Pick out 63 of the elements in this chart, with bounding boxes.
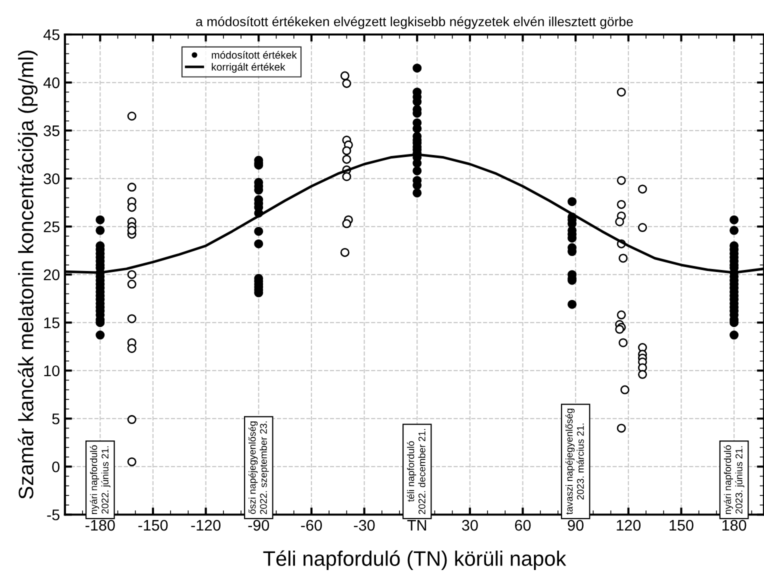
x-tick-label: 180 [722,520,746,531]
x-tick-label: 120 [616,520,641,531]
y-tick-label: 20 [44,269,60,280]
point [340,248,350,257]
y-tick-label: 40 [43,77,60,88]
point [342,154,352,164]
point [620,385,630,394]
point [616,200,626,209]
point [618,254,628,263]
point [127,226,136,235]
y-tick-label: 15 [44,318,60,328]
point [342,172,352,182]
point [618,338,628,348]
y-tick-label: -5 [47,510,60,520]
annotation: őszi napéjegyenlőség 2022. szeptember 23. [248,421,269,514]
y-tick-label: 45 [43,30,60,40]
x-tick-label: -180 [86,520,115,531]
y-axis-title: Szamár kancák melatonin koncentrációja (pg/ml) [18,50,38,499]
point [127,270,136,280]
annotation: tavaszi napéjegyenlőség 2023. március 21. [565,408,584,514]
point [127,457,136,466]
point [127,415,136,424]
point [127,314,136,324]
point [615,217,624,226]
point [638,223,647,232]
x-tick-label: -60 [301,520,322,531]
x-tick-label: 30 [462,520,478,531]
annotation: téli napforduló 2022. december 21. [406,429,426,514]
point [127,182,136,192]
x-tick-label: TN [407,520,426,531]
point [127,202,136,212]
legend-label: korrigált értékek [212,62,286,73]
point [127,112,136,121]
annotation: nyári napforduló 2022. június 21. [90,445,110,514]
point [127,344,136,353]
y-tick-label: 35 [44,125,60,136]
x-tick-label: 90 [568,520,584,531]
point [638,370,647,379]
x-tick-label: -150 [138,520,168,531]
x-axis-title: Téli napforduló (TN) körüli napok [263,550,566,570]
point [616,310,626,320]
point [638,184,647,194]
point [127,280,136,289]
point [616,176,626,185]
annotation: nyári napforduló 2023. június 21. [724,445,744,514]
point [616,424,626,433]
y-tick-label: 10 [44,365,60,376]
chart-title: a módosított értékeken elvégzett legkisebb négyzetek elvén illesztett görbe [196,16,633,29]
x-tick-label: -90 [248,520,270,531]
x-tick-label: 60 [515,520,531,531]
legend-label: módosított értékek [212,50,297,59]
x-tick-label: -30 [354,520,375,531]
point [342,219,352,228]
y-tick-label: 25 [44,221,60,232]
point [340,71,350,80]
y-tick-label: 0 [52,461,60,472]
x-tick-label: -120 [191,520,220,531]
y-tick-label: 30 [44,173,60,184]
y-tick-label: 5 [52,414,60,424]
point [616,88,626,97]
point [342,78,352,88]
x-tick-label: 150 [670,520,694,531]
point [342,146,352,156]
